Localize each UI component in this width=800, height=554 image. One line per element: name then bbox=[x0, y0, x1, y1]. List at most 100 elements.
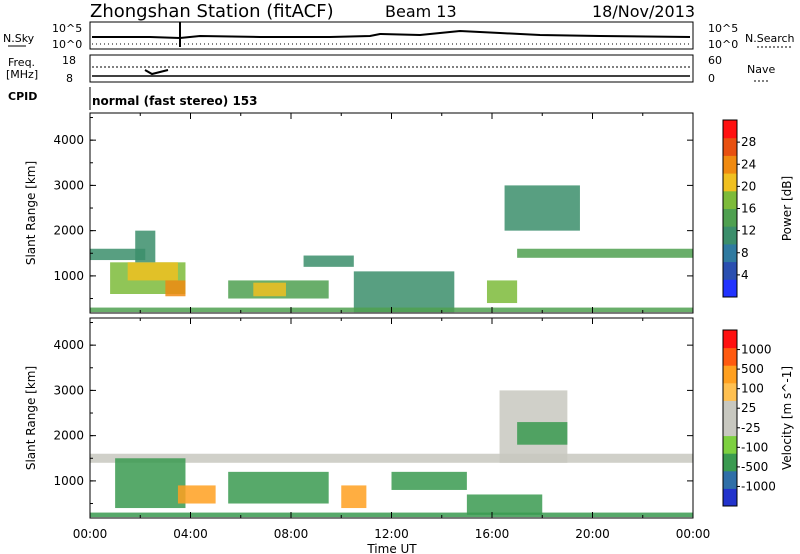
nsky-trace bbox=[92, 29, 691, 40]
beam-label: Beam 13 bbox=[385, 2, 457, 21]
data-region-0 bbox=[90, 248, 146, 261]
freq-label-2: [MHz] bbox=[6, 68, 38, 81]
colorbar-segment bbox=[723, 435, 737, 454]
nave-label: Nave bbox=[747, 63, 775, 76]
data-region-7 bbox=[517, 422, 568, 445]
colorbar-segment bbox=[723, 155, 737, 174]
colorbar-segment bbox=[723, 120, 737, 139]
colorbar-tick-label: -100 bbox=[741, 440, 768, 454]
x-tick-label: 00:00 bbox=[73, 527, 108, 541]
colorbar-title: Power [dB] bbox=[780, 176, 794, 241]
station-title: Zhongshan Station (fitACF) bbox=[90, 1, 334, 22]
colorbar-tick-label: 24 bbox=[741, 157, 756, 171]
colorbar-segment bbox=[723, 173, 737, 192]
y-tick-label: 2000 bbox=[53, 429, 84, 443]
y-tick-label: 3000 bbox=[53, 178, 84, 192]
data-region-0 bbox=[90, 453, 693, 463]
colorbar-segment bbox=[723, 243, 737, 263]
colorbar-tick-label: 100 bbox=[741, 382, 764, 396]
y-tick-label: 3000 bbox=[53, 383, 84, 397]
colorbar-segment bbox=[723, 365, 737, 384]
colorbar-tick-label: 500 bbox=[741, 362, 764, 376]
colorbar-segment bbox=[723, 382, 737, 401]
colorbar-segment bbox=[723, 261, 737, 280]
nsearch-label: N.Search bbox=[745, 32, 795, 45]
colorbar-tick-label: -500 bbox=[741, 460, 768, 474]
colorbar-segment bbox=[723, 279, 737, 298]
data-region-7 bbox=[303, 255, 354, 267]
colorbar-tick-label: 4 bbox=[741, 268, 749, 282]
colorbar-segment bbox=[723, 190, 737, 209]
colorbar-segment bbox=[723, 330, 737, 349]
colorbar-frame bbox=[722, 329, 738, 507]
y-tick-label: 1000 bbox=[53, 474, 84, 488]
x-tick-label: 04:00 bbox=[173, 527, 208, 541]
y-axis-title: Slant Range [km] bbox=[24, 366, 38, 470]
data-region-6 bbox=[253, 282, 286, 297]
colorbar-segment bbox=[723, 208, 737, 227]
nave-tick-bottom: 0 bbox=[708, 72, 715, 85]
freq-strip-frame bbox=[89, 54, 694, 83]
colorbar-tick-label: 12 bbox=[741, 224, 756, 238]
nsky-tick-top: 10^5 bbox=[52, 22, 82, 35]
power-panel: 1000 2000 3000 4000 Slant Range [km] bbox=[24, 112, 694, 314]
y-tick-label: 2000 bbox=[53, 224, 84, 238]
colorbar-segment bbox=[723, 226, 737, 245]
nsky-strip-frame bbox=[89, 21, 694, 50]
nave-tick-top: 60 bbox=[708, 54, 722, 67]
freq-tick-top: 18 bbox=[62, 54, 76, 67]
cpid-value: normal (fast stereo) 153 bbox=[92, 94, 258, 108]
nsearch-tick-top: 10^5 bbox=[708, 22, 738, 35]
y-tick-label: 4000 bbox=[53, 338, 84, 352]
colorbar-segment bbox=[723, 453, 737, 472]
data-region-3 bbox=[228, 471, 329, 504]
velocity-panel: 1000 2000 3000 4000 Slant Range [km] bbox=[24, 317, 694, 519]
data-region-2 bbox=[127, 262, 178, 281]
x-axis-labels: 00:00 04:00 08:00 12:00 16:00 20:00 00:00 bbox=[73, 527, 711, 541]
y-axis-title: Slant Range [km] bbox=[24, 161, 38, 265]
cpid-label: CPID bbox=[8, 90, 37, 103]
colorbar-tick-label: 20 bbox=[741, 179, 756, 193]
colorbar-segment bbox=[723, 418, 737, 437]
x-tick-label: 12:00 bbox=[374, 527, 409, 541]
nsky-tick-bottom: 10^0 bbox=[52, 38, 82, 51]
colorbar-tick-label: 1000 bbox=[741, 343, 772, 357]
x-axis-title: Time UT bbox=[366, 542, 417, 554]
power-colorbar: 4 8 12 16 20 24 28 Power [dB] bbox=[722, 119, 794, 298]
data-region-3 bbox=[135, 230, 156, 263]
x-tick-label: 16:00 bbox=[475, 527, 510, 541]
colorbar-segment bbox=[723, 488, 737, 507]
data-region-8 bbox=[353, 271, 455, 313]
velocity-colorbar: -1000 -500 -100 -25 25 100 500 1000 Velocity [m … bbox=[722, 329, 794, 507]
colorbar-tick-label: 25 bbox=[741, 401, 756, 415]
colorbar-segment bbox=[723, 400, 737, 419]
data-region-8 bbox=[466, 494, 543, 515]
freq-tick-bottom: 8 bbox=[66, 72, 73, 85]
colorbar-segment bbox=[723, 137, 737, 156]
colorbar-tick-label: 16 bbox=[741, 202, 756, 216]
y-tick-label: 4000 bbox=[53, 133, 84, 147]
data-region-9 bbox=[486, 280, 518, 304]
colorbar-tick-label: -1000 bbox=[741, 479, 776, 493]
x-tick-label: 20:00 bbox=[575, 527, 610, 541]
colorbar-tick-label: 8 bbox=[741, 246, 749, 260]
data-region-5 bbox=[391, 471, 467, 490]
data-region-4 bbox=[341, 485, 367, 509]
data-region-4 bbox=[165, 280, 186, 297]
data-region-10 bbox=[504, 185, 580, 231]
colorbar-tick-label: 28 bbox=[741, 135, 756, 149]
freq-label-1: Freq. bbox=[8, 56, 35, 69]
colorbar-segment bbox=[723, 470, 737, 489]
colorbar-segment bbox=[723, 347, 737, 366]
date-label: 18/Nov/2013 bbox=[592, 2, 695, 21]
data-region-2 bbox=[177, 485, 216, 504]
nsearch-tick-bottom: 10^0 bbox=[708, 38, 738, 51]
nsky-label: N.Sky bbox=[3, 32, 35, 45]
freq-excursion bbox=[144, 69, 169, 76]
y-tick-label: 1000 bbox=[53, 269, 84, 283]
colorbar-title: Velocity [m s^-1] bbox=[780, 366, 794, 470]
data-region-1 bbox=[115, 458, 186, 509]
x-tick-label: 00:00 bbox=[676, 527, 711, 541]
data-region-11 bbox=[517, 248, 693, 258]
